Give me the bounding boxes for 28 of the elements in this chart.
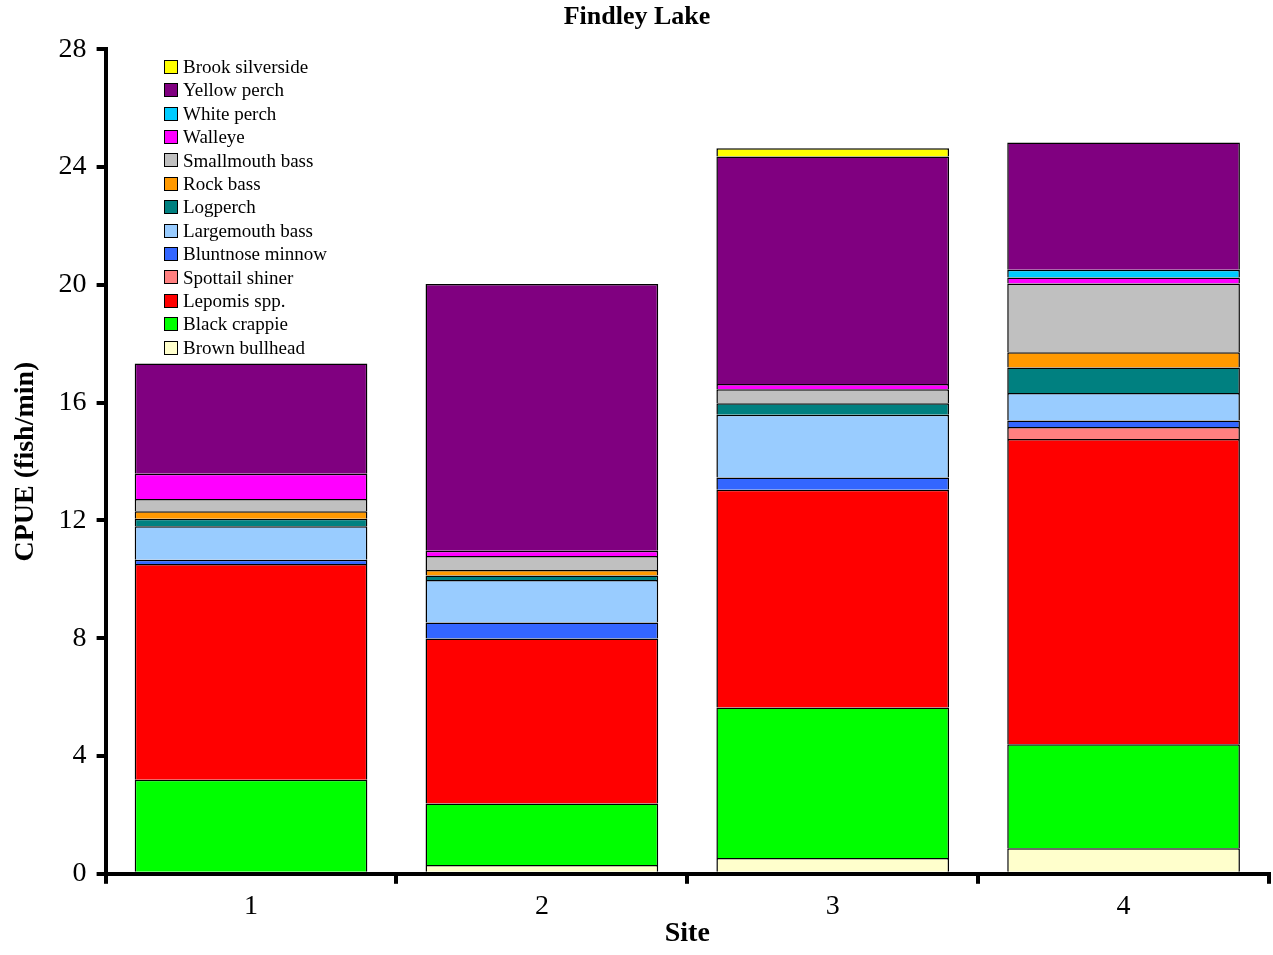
legend-label: White perch	[183, 101, 277, 126]
x-tick-label: 4	[1116, 888, 1131, 920]
x-axis-title: Site	[664, 916, 710, 948]
x-tick-label: 2	[534, 888, 549, 920]
x-tick-label: 1	[244, 888, 259, 920]
chart-title: Findley Lake	[563, 1, 711, 31]
y-tick-label: 20	[58, 267, 87, 299]
y-tick-label: 28	[58, 31, 87, 63]
legend-label: Smallmouth bass	[183, 148, 314, 173]
legend-label: Largemouth bass	[183, 218, 313, 243]
y-axis-title: CPUE (fish/min)	[8, 361, 40, 562]
legend-label: Yellow perch	[183, 78, 284, 102]
y-tick-label: 12	[58, 502, 87, 534]
y-tick-label: 0	[72, 856, 87, 888]
legend-label: Lepomis spp.	[183, 289, 286, 313]
y-tick-label: 8	[72, 620, 87, 652]
legend-label: Bluntnose minnow	[183, 242, 328, 266]
x-tick-label: 3	[825, 888, 840, 920]
y-tick-label: 24	[58, 149, 87, 181]
legend-label: Black crappie	[183, 312, 288, 336]
legend-label: Rock bass	[183, 172, 261, 196]
legend-label: Logperch	[183, 195, 256, 219]
y-tick-label: 16	[58, 384, 87, 416]
y-tick-label: 4	[72, 738, 87, 770]
legend-label: Spottail shiner	[183, 265, 294, 290]
legend-label: Brown bullhead	[183, 335, 305, 360]
legend-label: Walleye	[183, 125, 245, 149]
legend-label: Brook silverside	[183, 55, 309, 79]
